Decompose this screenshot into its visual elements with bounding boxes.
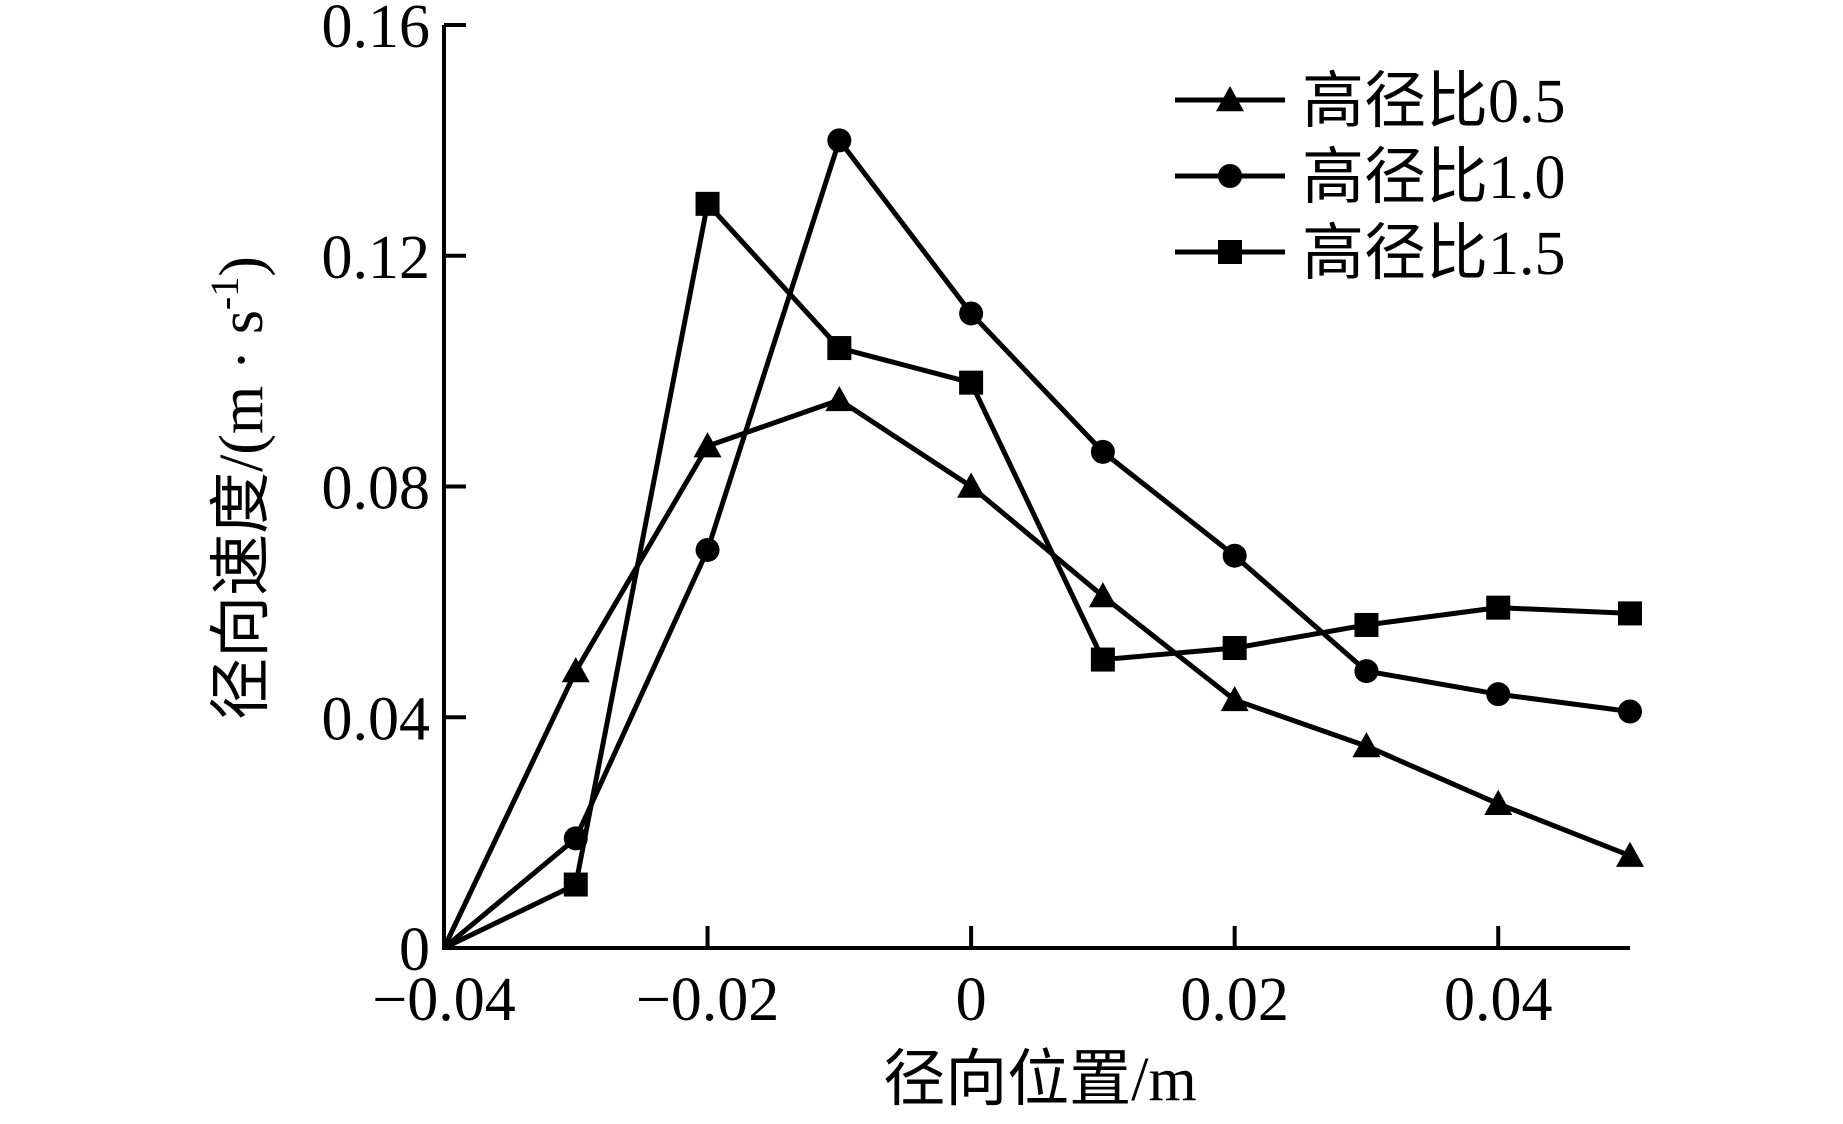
y-axis-title-main: 径向速度/(m · s [208, 310, 276, 720]
legend-item: 高径比1.0 [1175, 144, 1566, 212]
data-point-circle [1618, 699, 1642, 724]
x-tick-label: 0.04 [1444, 966, 1553, 1034]
series-1 [441, 385, 1644, 950]
legend-marker-square [1218, 240, 1242, 264]
plot-area: 0 0.04 0.08 0.12 0.16 −0.04 −0.02 0 0.02 0.04 [322, 0, 1644, 1034]
data-point-square [563, 872, 588, 897]
x-axis-title: 径向位置/m [883, 1046, 1196, 1114]
legend-item: 高径比0.5 [1175, 68, 1566, 136]
svg-text:径向速度/(m · s-1): 径向速度/(m · s-1) [202, 256, 276, 720]
legend-item: 高径比1.5 [1175, 220, 1566, 288]
legend-marker-triangle [1216, 86, 1244, 112]
data-point-circle [959, 301, 984, 326]
data-point-square [1618, 601, 1642, 626]
data-point-square [1486, 595, 1511, 620]
data-point-square [959, 370, 984, 395]
data-point-square [695, 191, 720, 216]
y-tick-label: 0 [399, 916, 430, 984]
data-point-triangle [1352, 732, 1381, 758]
y-tick-label: 0.12 [322, 224, 431, 292]
y-axis-title: 径向速度/(m · s-1) [202, 256, 276, 720]
series-line [442, 137, 1631, 950]
data-point-square [827, 336, 852, 361]
data-point-circle [1486, 682, 1511, 707]
y-ticks: 0 0.04 0.08 0.12 0.16 [322, 0, 466, 984]
data-point-triangle [1220, 685, 1249, 712]
legend: 高径比0.5 高径比1.0 高径比1.5 [1175, 68, 1566, 288]
data-point-circle [1222, 543, 1247, 568]
data-point-triangle [1088, 582, 1117, 608]
series-2 [442, 128, 1642, 950]
series-group [441, 128, 1644, 951]
y-axis-title-superscript: -1 [202, 277, 247, 310]
y-tick-label: 0.08 [322, 455, 431, 523]
series-line [441, 397, 1631, 950]
data-point-square [1222, 636, 1247, 661]
data-point-triangle [561, 657, 590, 683]
y-tick-label: 0.04 [322, 685, 431, 753]
y-axis-title-close: ) [208, 256, 276, 277]
data-point-triangle [1484, 789, 1513, 815]
data-point-triangle [825, 385, 854, 412]
data-point-circle [1090, 439, 1115, 464]
x-tick-label: 0 [956, 966, 987, 1034]
data-point-triangle [693, 432, 722, 458]
legend-label: 高径比1.5 [1302, 220, 1566, 288]
data-point-triangle [1616, 841, 1644, 867]
data-point-triangle [957, 472, 986, 498]
series-line [442, 201, 1631, 951]
x-tick-label: 0.02 [1180, 966, 1289, 1034]
y-tick-label: 0.16 [322, 0, 431, 61]
series-3 [442, 191, 1642, 951]
x-tick-label: −0.02 [636, 966, 779, 1034]
data-point-circle [1354, 659, 1379, 684]
legend-label: 高径比1.0 [1302, 144, 1566, 212]
data-point-square [1090, 647, 1115, 672]
x-tick-label: −0.04 [372, 966, 515, 1034]
data-point-circle [827, 128, 852, 153]
x-ticks: −0.04 −0.02 0 0.02 0.04 [372, 926, 1552, 1034]
legend-label: 高径比0.5 [1302, 68, 1566, 136]
legend-marker-circle [1218, 164, 1242, 188]
data-point-circle [695, 537, 720, 562]
data-point-square [1354, 612, 1379, 637]
